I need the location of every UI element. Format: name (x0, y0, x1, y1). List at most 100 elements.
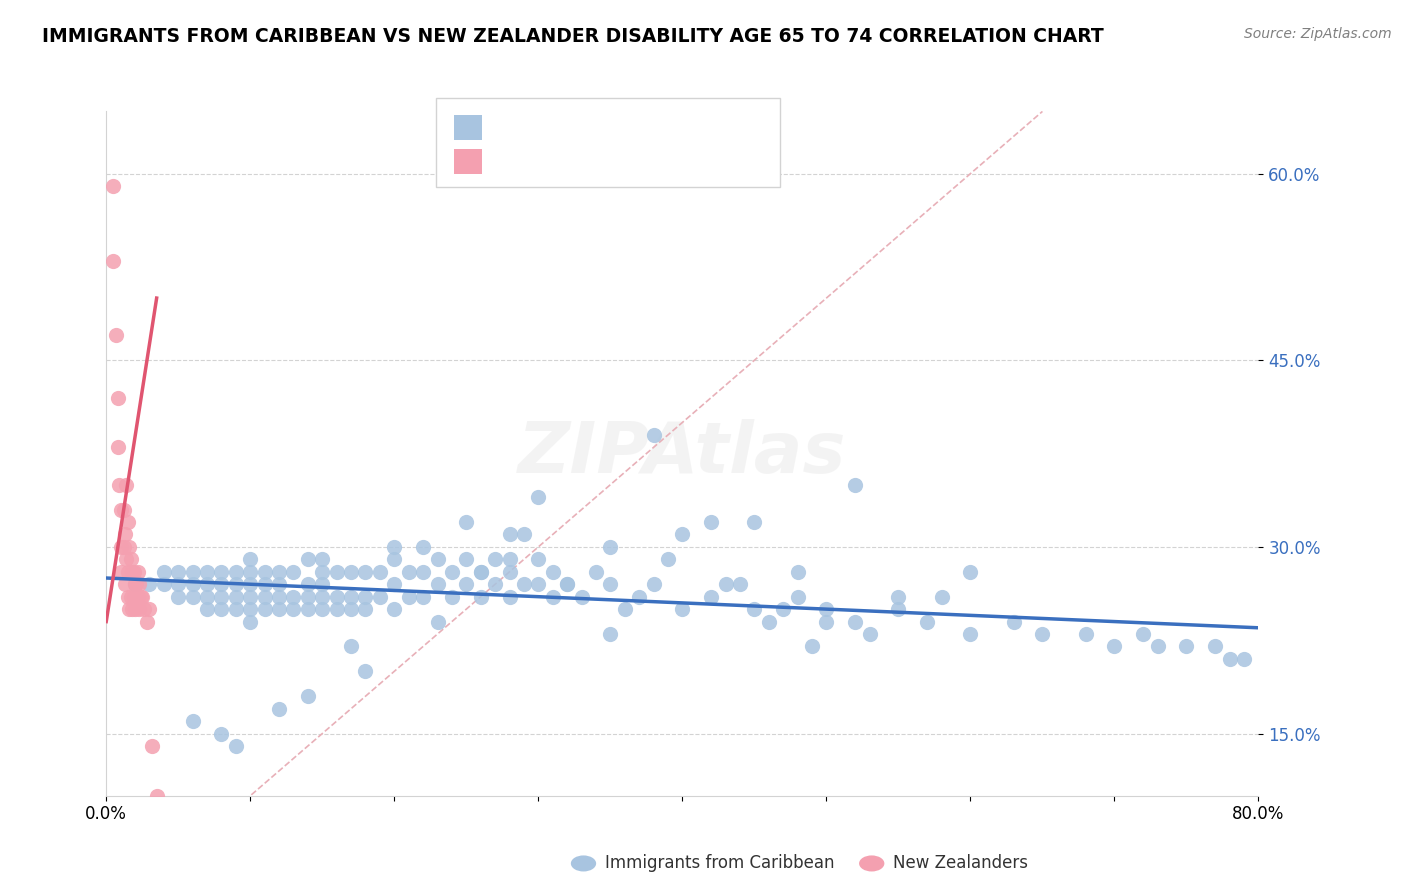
Point (555, 577, 578, 591)
Point (412, 540, 434, 554)
Point (354, 590, 377, 604)
Point (484, 577, 506, 591)
Point (412, 565, 434, 579)
Point (283, 590, 305, 604)
Point (1146, 640, 1168, 654)
Point (127, 565, 149, 579)
Point (114, 577, 136, 591)
Point (657, 552, 679, 566)
Point (112, 540, 135, 554)
Point (311, 565, 333, 579)
Point (267, 577, 290, 591)
Point (498, 552, 520, 566)
Point (786, 565, 808, 579)
Point (354, 565, 377, 579)
Text: Source: ZipAtlas.com: Source: ZipAtlas.com (1244, 27, 1392, 41)
Point (1219, 652, 1241, 666)
Point (887, 602, 910, 616)
Point (211, 726, 233, 740)
Point (131, 590, 153, 604)
Point (195, 590, 218, 604)
Point (211, 577, 233, 591)
Text: 0.181: 0.181 (538, 154, 602, 172)
Point (115, 477, 138, 491)
Text: 40: 40 (658, 154, 689, 172)
Point (340, 602, 363, 616)
Point (167, 565, 190, 579)
Point (887, 590, 910, 604)
Point (470, 565, 492, 579)
Point (844, 615, 866, 629)
Point (108, 477, 131, 491)
Text: Immigrants from Caribbean: Immigrants from Caribbean (605, 855, 834, 872)
Point (628, 590, 651, 604)
Point (744, 515, 766, 529)
Point (132, 602, 155, 616)
Point (311, 590, 333, 604)
Point (382, 540, 405, 554)
Point (527, 552, 550, 566)
Point (498, 590, 520, 604)
Point (426, 577, 449, 591)
Point (456, 552, 478, 566)
Point (118, 540, 141, 554)
Point (398, 590, 420, 604)
Point (527, 490, 550, 504)
Point (225, 739, 247, 753)
Point (253, 590, 276, 604)
Text: ZIPAtlas: ZIPAtlas (517, 419, 846, 488)
Text: 145: 145 (658, 120, 696, 138)
Point (786, 590, 808, 604)
Point (671, 527, 693, 541)
Point (354, 665, 377, 679)
Point (671, 602, 693, 616)
Point (815, 602, 838, 616)
Point (110, 502, 132, 516)
Point (772, 602, 794, 616)
Point (211, 565, 233, 579)
Point (195, 565, 218, 579)
Point (267, 701, 290, 715)
Point (128, 577, 150, 591)
Point (513, 527, 536, 541)
Point (815, 615, 838, 629)
Point (181, 577, 204, 591)
Text: R =: R = (496, 154, 536, 172)
Point (1031, 627, 1053, 641)
Point (167, 590, 190, 604)
Point (1074, 627, 1097, 641)
Point (118, 602, 141, 616)
Point (181, 565, 204, 579)
Point (585, 565, 607, 579)
Point (340, 590, 363, 604)
Point (181, 590, 204, 604)
Point (117, 590, 139, 604)
Point (283, 565, 305, 579)
Point (456, 515, 478, 529)
Point (643, 428, 665, 442)
Point (115, 552, 138, 566)
Point (103, 179, 125, 194)
Point (239, 615, 262, 629)
Point (297, 590, 319, 604)
Point (122, 590, 145, 604)
Point (426, 552, 449, 566)
Point (844, 477, 866, 491)
Point (915, 615, 938, 629)
Point (527, 577, 550, 591)
Point (124, 577, 146, 591)
Point (195, 577, 218, 591)
Point (801, 640, 824, 654)
Point (225, 602, 247, 616)
Point (368, 565, 391, 579)
Point (267, 565, 290, 579)
Point (107, 391, 129, 405)
Point (959, 627, 981, 641)
Point (484, 552, 506, 566)
Point (513, 577, 536, 591)
Point (599, 627, 621, 641)
Point (145, 789, 167, 803)
Point (1204, 640, 1226, 654)
Point (124, 577, 146, 591)
Point (340, 640, 363, 654)
